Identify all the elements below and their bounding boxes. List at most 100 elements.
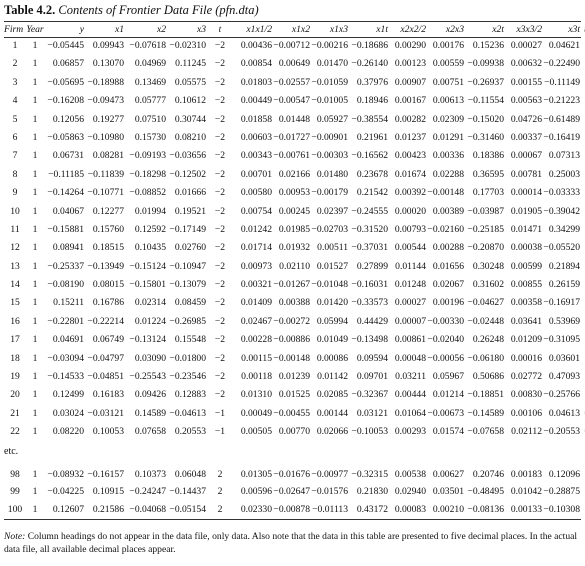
table-cell: 2	[580, 313, 585, 331]
table-cell: −2	[214, 389, 226, 401]
table-cell: −0.14437	[169, 486, 206, 498]
table-row: 1 1 −0.05445 0.09943 −0.07618 −0.02310 −2 0.004…	[4, 37, 585, 55]
table-cell: −2	[214, 76, 226, 88]
table-cell: 2	[580, 484, 585, 502]
table-cell: −2	[214, 131, 226, 143]
table-cell: 0.04613	[548, 407, 580, 419]
table-cell: 0.01042	[510, 486, 542, 498]
table-cell: 2	[580, 147, 585, 165]
table-cell: 0.03211	[395, 371, 426, 383]
top-rule	[4, 21, 581, 22]
table-cell: −0.06180	[467, 352, 504, 364]
table-cell: 0.08015	[92, 279, 124, 291]
table-cell: 0.01214	[432, 389, 464, 401]
table-cell: 0.02940	[394, 486, 426, 498]
table-row: 17 1 0.04691 0.06749 −0.13124 0.15548 −2 0.0022…	[4, 331, 585, 349]
table-cell: −0.00712	[273, 39, 310, 51]
table-cell: −0.04068	[129, 503, 166, 515]
table-cell: 0.06749	[92, 334, 124, 346]
table-cell: 0.21586	[92, 503, 124, 515]
table-cell: 0.53969	[548, 315, 580, 327]
table-cell: −0.10980	[87, 131, 124, 143]
table-cell: 0.00603	[240, 131, 272, 143]
table-row: 20 1 0.12499 0.16183 0.09426 0.12883 −2 0.01310…	[4, 386, 585, 404]
table-row: 10 1 0.04067 0.12277 0.01994 0.19521 −2 0.00754…	[4, 203, 585, 221]
table-cell: −0.00056	[427, 352, 464, 364]
table-cell: −0.13498	[351, 334, 388, 346]
table-cell: −2	[214, 371, 226, 383]
table-cell: 0.47093	[548, 371, 580, 383]
table-cell: −0.10771	[87, 187, 124, 199]
table-cell: −0.00272	[273, 315, 310, 327]
table-cell: −1	[214, 426, 226, 438]
table-cell: 0.43172	[356, 503, 388, 515]
table-cell: 0.01714	[240, 242, 272, 254]
table-cell: 1	[32, 39, 38, 51]
table-number: Table 4.2.	[4, 3, 56, 17]
table-cell: 0.02112	[511, 426, 542, 438]
table-cell: 0.00444	[394, 389, 426, 401]
table-cell: 0.00118	[241, 371, 272, 383]
table-cell: −0.00977	[311, 468, 348, 480]
table-cell: −0.15881	[47, 223, 84, 235]
table-cell: 0.00358	[510, 297, 542, 309]
table-cell: −0.20870	[467, 242, 504, 254]
column-header: tt/2	[580, 23, 585, 37]
table-cell: −0.22214	[87, 315, 124, 327]
table-cell: 1	[32, 279, 38, 291]
table-cell: −0.05445	[47, 39, 84, 51]
table-cell: −0.16917	[543, 297, 580, 309]
table-cell: −2	[214, 187, 226, 199]
table-cell: 0.01905	[510, 205, 542, 217]
table-cell: 0.00751	[432, 76, 464, 88]
table-cell: −0.02703	[311, 223, 348, 235]
table-cell: 0.00293	[394, 426, 426, 438]
table-cell: −0.05695	[47, 76, 84, 88]
table-cell: 2	[580, 74, 585, 92]
table-cell: 1	[32, 76, 38, 88]
column-header: x3x3/2	[516, 23, 542, 35]
table-cell: −0.01048	[311, 279, 348, 291]
table-cell: 0.03501	[432, 486, 464, 498]
table-cell: 0.50686	[472, 371, 504, 383]
table-cell: −0.24247	[129, 486, 166, 498]
table-cell: 3	[12, 76, 18, 88]
table-cell: −0.15020	[467, 113, 504, 125]
table-cell: 11	[10, 223, 20, 235]
table-cell: 0.04621	[548, 39, 580, 51]
table-cell: 0.20553	[174, 426, 206, 438]
table-cell: 0.00083	[394, 503, 426, 515]
table-cell: −0.14264	[47, 187, 84, 199]
table-cell: −2	[214, 279, 226, 291]
table-row: 98 1 −0.08932 −0.16157 0.10373 0.06048 2 0.0130…	[4, 466, 585, 484]
table-cell: 0.27899	[356, 260, 388, 272]
table-cell: 0.15730	[134, 131, 166, 143]
table-cell: 0.00123	[394, 58, 426, 70]
table-cell: −0.03121	[87, 407, 124, 419]
table-cell: 1	[32, 113, 38, 125]
table-cell: −2	[214, 334, 226, 346]
table-cell: −0.08932	[47, 468, 84, 480]
column-header: x2x2/2	[400, 23, 426, 35]
table-cell: 0.34299	[548, 223, 580, 235]
table-cell: −0.01727	[273, 131, 310, 143]
table-note: Note: Column headings do not appear in t…	[4, 530, 581, 556]
table-cell: 0.07313	[548, 150, 580, 162]
table-cell: −0.09193	[129, 150, 166, 162]
table-cell: −2	[214, 39, 226, 51]
table-cell: 0.00701	[240, 168, 272, 180]
table-cell: 2	[217, 503, 223, 515]
table-cell: −0.22801	[47, 315, 84, 327]
table-row: 16 1 −0.22801 −0.22214 0.01224 −0.26985 −2 0.02…	[4, 313, 585, 331]
table-cell: 0.14589	[134, 407, 166, 419]
table-cell: 0.03601	[548, 352, 580, 364]
table-cell: 0.00770	[278, 426, 310, 438]
table-cell: −0.25766	[543, 389, 580, 401]
table-row: 13 1 −0.25337 −0.13949 −0.15124 −0.10947 −2 0.0…	[4, 258, 585, 276]
table-cell: 10	[10, 205, 20, 217]
table-cell: 0.12056	[52, 113, 84, 125]
table-cell: 0.01858	[240, 113, 272, 125]
table-cell: −0.37031	[351, 242, 388, 254]
table-cell: −0.48495	[467, 486, 504, 498]
table-cell: −0.31095	[543, 334, 580, 346]
